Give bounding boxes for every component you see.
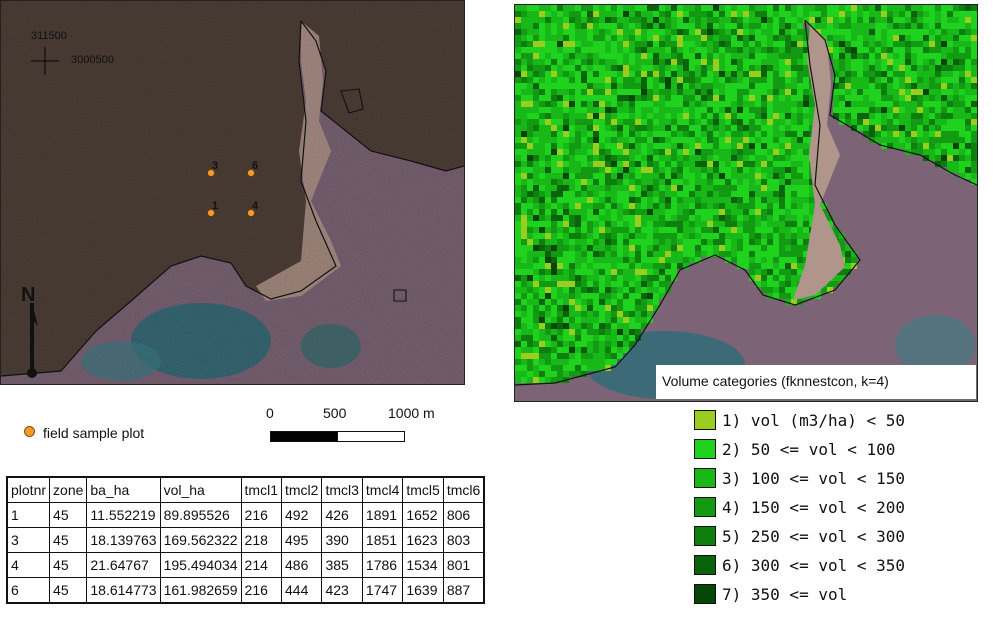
table-cell: 45 bbox=[49, 527, 88, 553]
coordinate-northing: 3000500 bbox=[71, 54, 114, 66]
column-header: tmcl5 bbox=[402, 476, 444, 503]
plot-4[interactable]: 4 bbox=[247, 200, 260, 217]
satellite-map[interactable]: 311500 3000500 N 3 6 1 4 bbox=[0, 0, 465, 385]
coordinate-marker: 311500 3000500 bbox=[31, 30, 114, 75]
scale-tick-1000: 1000 m bbox=[388, 405, 435, 421]
table-cell: 45 bbox=[49, 577, 88, 604]
column-header: tmcl1 bbox=[240, 476, 283, 503]
scale-bar: 0 500 1000 m bbox=[266, 405, 435, 445]
table-cell: 423 bbox=[321, 577, 363, 604]
table-row[interactable]: 6 45 18.614773 161.982659 216 444 423 17… bbox=[6, 577, 485, 604]
scale-segment-dark bbox=[270, 431, 338, 442]
plot-6[interactable]: 6 bbox=[247, 160, 259, 177]
table-cell: 216 bbox=[240, 502, 283, 528]
table-cell: 390 bbox=[321, 527, 363, 553]
table-cell: 486 bbox=[280, 552, 323, 578]
table-cell: 806 bbox=[442, 502, 485, 528]
table-cell: 18.614773 bbox=[86, 577, 161, 604]
column-header: zone bbox=[49, 476, 88, 503]
table-cell: 214 bbox=[240, 552, 283, 578]
table-cell: 495 bbox=[280, 527, 323, 553]
table-cell: 385 bbox=[321, 552, 363, 578]
volume-raster bbox=[515, 5, 977, 383]
table-cell: 803 bbox=[442, 527, 485, 553]
table-cell: 444 bbox=[280, 577, 323, 604]
plot-attribute-table: plotnr zone ba_ha vol_ha tmcl1 tmcl2 tmc… bbox=[6, 476, 486, 604]
plot-legend: field sample plot bbox=[24, 425, 144, 441]
table-cell: 11.552219 bbox=[86, 502, 161, 528]
table-cell: 161.982659 bbox=[159, 577, 242, 604]
plot-label: 6 bbox=[252, 160, 258, 172]
table-row[interactable]: 3 45 18.139763 169.562322 218 495 390 18… bbox=[6, 527, 485, 553]
table-header-row: plotnr zone ba_ha vol_ha tmcl1 tmcl2 tmc… bbox=[6, 476, 485, 503]
table-cell: 3 bbox=[6, 527, 51, 553]
plot-label: 3 bbox=[212, 160, 218, 172]
plot-legend-label: field sample plot bbox=[43, 425, 145, 441]
legend-swatch bbox=[694, 555, 716, 575]
table-cell: 887 bbox=[442, 577, 485, 604]
north-arrow-icon: N bbox=[21, 284, 38, 378]
legend-label: 5) 250 <= vol < 300 bbox=[722, 527, 906, 546]
legend-label: 3) 100 <= vol < 150 bbox=[722, 469, 906, 488]
column-header: tmcl4 bbox=[361, 476, 404, 503]
table-row[interactable]: 1 45 11.552219 89.895526 216 492 426 189… bbox=[6, 502, 485, 528]
table-cell: 6 bbox=[6, 577, 51, 604]
table-cell: 216 bbox=[240, 577, 283, 604]
column-header: tmcl3 bbox=[321, 476, 363, 503]
legend-swatch bbox=[694, 584, 716, 604]
plot-1[interactable]: 1 bbox=[207, 200, 219, 217]
column-header: tmcl6 bbox=[442, 476, 485, 503]
table-cell: 218 bbox=[240, 527, 283, 553]
scale-tick-500: 500 bbox=[323, 405, 347, 421]
legend-label: 2) 50 <= vol < 100 bbox=[722, 440, 896, 459]
legend-label: 1) vol (m3/ha) < 50 bbox=[722, 411, 906, 430]
table-cell: 45 bbox=[49, 552, 88, 578]
table-cell: 801 bbox=[442, 552, 485, 578]
table-cell: 1623 bbox=[402, 527, 444, 553]
plot-label: 1 bbox=[212, 200, 218, 212]
table-cell: 169.562322 bbox=[159, 527, 242, 553]
legend-swatch bbox=[694, 439, 716, 459]
table-cell: 1891 bbox=[361, 502, 404, 528]
column-header: vol_ha bbox=[159, 476, 242, 503]
table-cell: 1786 bbox=[361, 552, 404, 578]
table-cell: 18.139763 bbox=[86, 527, 161, 553]
legend-label: 4) 150 <= vol < 200 bbox=[722, 498, 906, 517]
plot-3[interactable]: 3 bbox=[207, 160, 219, 177]
legend-swatch bbox=[694, 468, 716, 488]
table-cell: 45 bbox=[49, 502, 88, 528]
table-cell: 492 bbox=[280, 502, 323, 528]
column-header: plotnr bbox=[6, 476, 51, 503]
table-cell: 195.494034 bbox=[159, 552, 242, 578]
table-cell: 1534 bbox=[402, 552, 444, 578]
table-cell: 1 bbox=[6, 502, 51, 528]
scale-segment-light bbox=[337, 431, 405, 442]
volume-legend-title: Volume categories (fknnestcon, k=4) bbox=[656, 365, 976, 399]
table-cell: 1652 bbox=[402, 502, 444, 528]
scale-tick-0: 0 bbox=[266, 405, 274, 421]
table-cell: 1639 bbox=[402, 577, 444, 604]
legend-swatch bbox=[694, 410, 716, 430]
table-cell: 4 bbox=[6, 552, 51, 578]
column-header: ba_ha bbox=[86, 476, 161, 503]
table-cell: 1747 bbox=[361, 577, 404, 604]
forest-boundary bbox=[1, 20, 464, 377]
table-cell: 1851 bbox=[361, 527, 404, 553]
column-header: tmcl2 bbox=[280, 476, 323, 503]
legend-swatch bbox=[694, 497, 716, 517]
legend-label: 7) 350 <= vol bbox=[722, 585, 848, 604]
table-row[interactable]: 4 45 21.64767 195.494034 214 486 385 178… bbox=[6, 552, 485, 578]
legend-swatch bbox=[694, 526, 716, 546]
forest-boundary bbox=[515, 19, 977, 386]
table-cell: 21.64767 bbox=[86, 552, 161, 578]
volume-classification-map[interactable] bbox=[514, 4, 978, 402]
north-label: N bbox=[21, 284, 35, 306]
legend-label: 6) 300 <= vol < 350 bbox=[722, 556, 906, 575]
coordinate-easting: 311500 bbox=[31, 30, 67, 42]
table-cell: 89.895526 bbox=[159, 502, 242, 528]
non-forest-overlay bbox=[793, 25, 845, 300]
plot-marker-icon bbox=[24, 426, 35, 437]
table-cell: 426 bbox=[321, 502, 363, 528]
plot-label: 4 bbox=[252, 200, 259, 212]
